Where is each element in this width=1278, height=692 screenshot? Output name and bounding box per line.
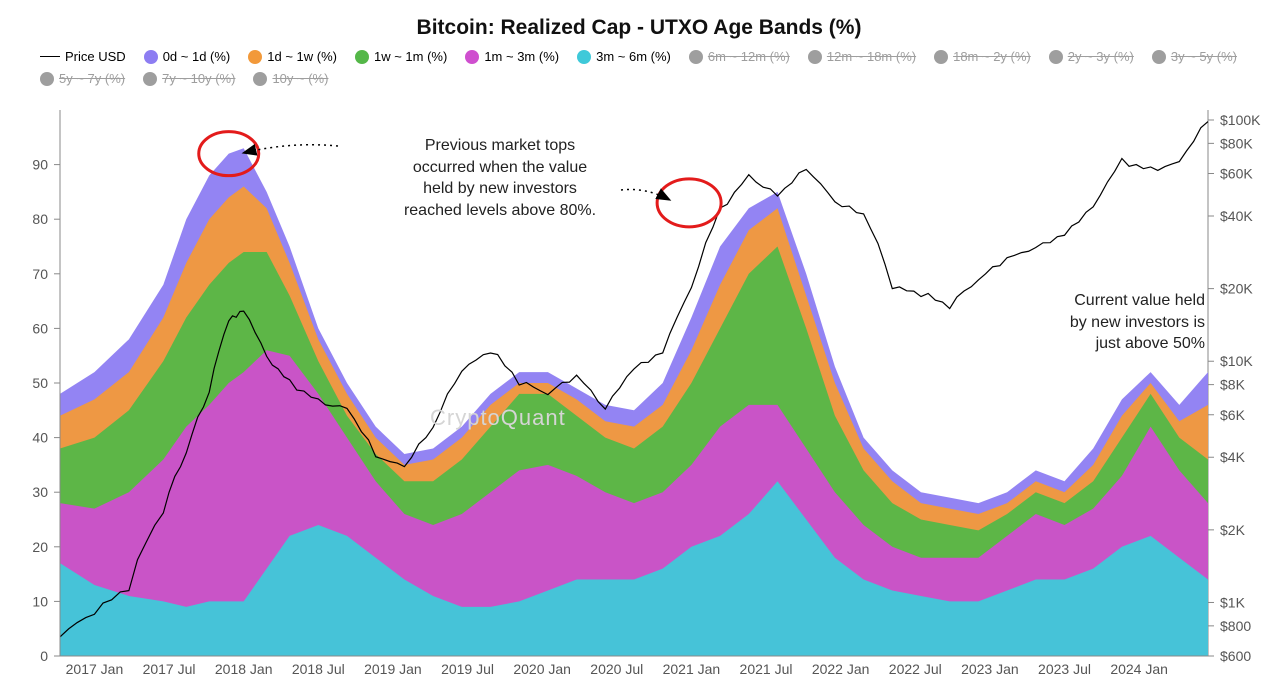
legend-item: 1m ~ 3m (%)	[465, 48, 559, 64]
svg-text:2019 Jan: 2019 Jan	[364, 661, 422, 677]
svg-text:2024 Jan: 2024 Jan	[1110, 661, 1168, 677]
svg-text:2022 Jul: 2022 Jul	[889, 661, 942, 677]
svg-text:$4K: $4K	[1220, 449, 1246, 465]
legend-item: 10y ~ (%)	[253, 70, 328, 86]
legend-item: 5y ~ 7y (%)	[40, 70, 125, 86]
legend-item: 1d ~ 1w (%)	[248, 48, 337, 64]
legend-item: 3y ~ 5y (%)	[1152, 48, 1237, 64]
svg-text:60: 60	[32, 320, 48, 336]
svg-text:20: 20	[32, 539, 48, 555]
svg-text:2020 Jan: 2020 Jan	[513, 661, 571, 677]
legend-item: 2y ~ 3y (%)	[1049, 48, 1134, 64]
svg-text:10: 10	[32, 593, 48, 609]
svg-text:$20K: $20K	[1220, 281, 1253, 297]
watermark: CryptoQuant	[430, 405, 566, 431]
svg-text:2017 Jul: 2017 Jul	[143, 661, 196, 677]
svg-text:2021 Jan: 2021 Jan	[663, 661, 721, 677]
svg-text:$80K: $80K	[1220, 135, 1253, 151]
legend-item: Price USD	[40, 48, 126, 64]
svg-text:40: 40	[32, 430, 48, 446]
svg-text:$60K: $60K	[1220, 166, 1253, 182]
svg-text:$2K: $2K	[1220, 522, 1246, 538]
legend-item: 18m ~ 2y (%)	[934, 48, 1031, 64]
legend-item: 12m ~ 18m (%)	[808, 48, 916, 64]
svg-text:30: 30	[32, 484, 48, 500]
svg-text:2023 Jul: 2023 Jul	[1038, 661, 1091, 677]
svg-text:2022 Jan: 2022 Jan	[812, 661, 870, 677]
legend-item: 0d ~ 1d (%)	[144, 48, 231, 64]
annotation-current-value: Current value heldby new investors isjus…	[1020, 290, 1205, 355]
svg-text:$40K: $40K	[1220, 208, 1253, 224]
svg-text:$100K: $100K	[1220, 112, 1261, 128]
legend-item: 1w ~ 1m (%)	[355, 48, 447, 64]
chart-title: Bitcoin: Realized Cap - UTXO Age Bands (…	[0, 16, 1278, 40]
svg-text:$8K: $8K	[1220, 377, 1246, 393]
svg-text:2023 Jan: 2023 Jan	[961, 661, 1019, 677]
svg-text:70: 70	[32, 266, 48, 282]
legend: Price USD 0d ~ 1d (%) 1d ~ 1w (%) 1w ~ 1m (…	[40, 48, 1238, 86]
legend-item: 7y ~ 10y (%)	[143, 70, 235, 86]
svg-text:2019 Jul: 2019 Jul	[441, 661, 494, 677]
svg-text:80: 80	[32, 211, 48, 227]
svg-text:$1K: $1K	[1220, 594, 1246, 610]
svg-text:90: 90	[32, 157, 48, 173]
svg-text:0: 0	[40, 648, 48, 664]
svg-text:2017 Jan: 2017 Jan	[66, 661, 124, 677]
svg-text:$10K: $10K	[1220, 353, 1253, 369]
svg-text:$600: $600	[1220, 648, 1251, 664]
svg-text:2018 Jul: 2018 Jul	[292, 661, 345, 677]
svg-text:$800: $800	[1220, 618, 1251, 634]
svg-text:2020 Jul: 2020 Jul	[590, 661, 643, 677]
legend-item: 3m ~ 6m (%)	[577, 48, 671, 64]
svg-text:$6K: $6K	[1220, 407, 1246, 423]
annotation-previous-tops: Previous market topsoccurred when the va…	[345, 135, 655, 221]
legend-item: 6m ~ 12m (%)	[689, 48, 790, 64]
svg-text:2021 Jul: 2021 Jul	[740, 661, 793, 677]
svg-text:2018 Jan: 2018 Jan	[215, 661, 273, 677]
svg-text:50: 50	[32, 375, 48, 391]
